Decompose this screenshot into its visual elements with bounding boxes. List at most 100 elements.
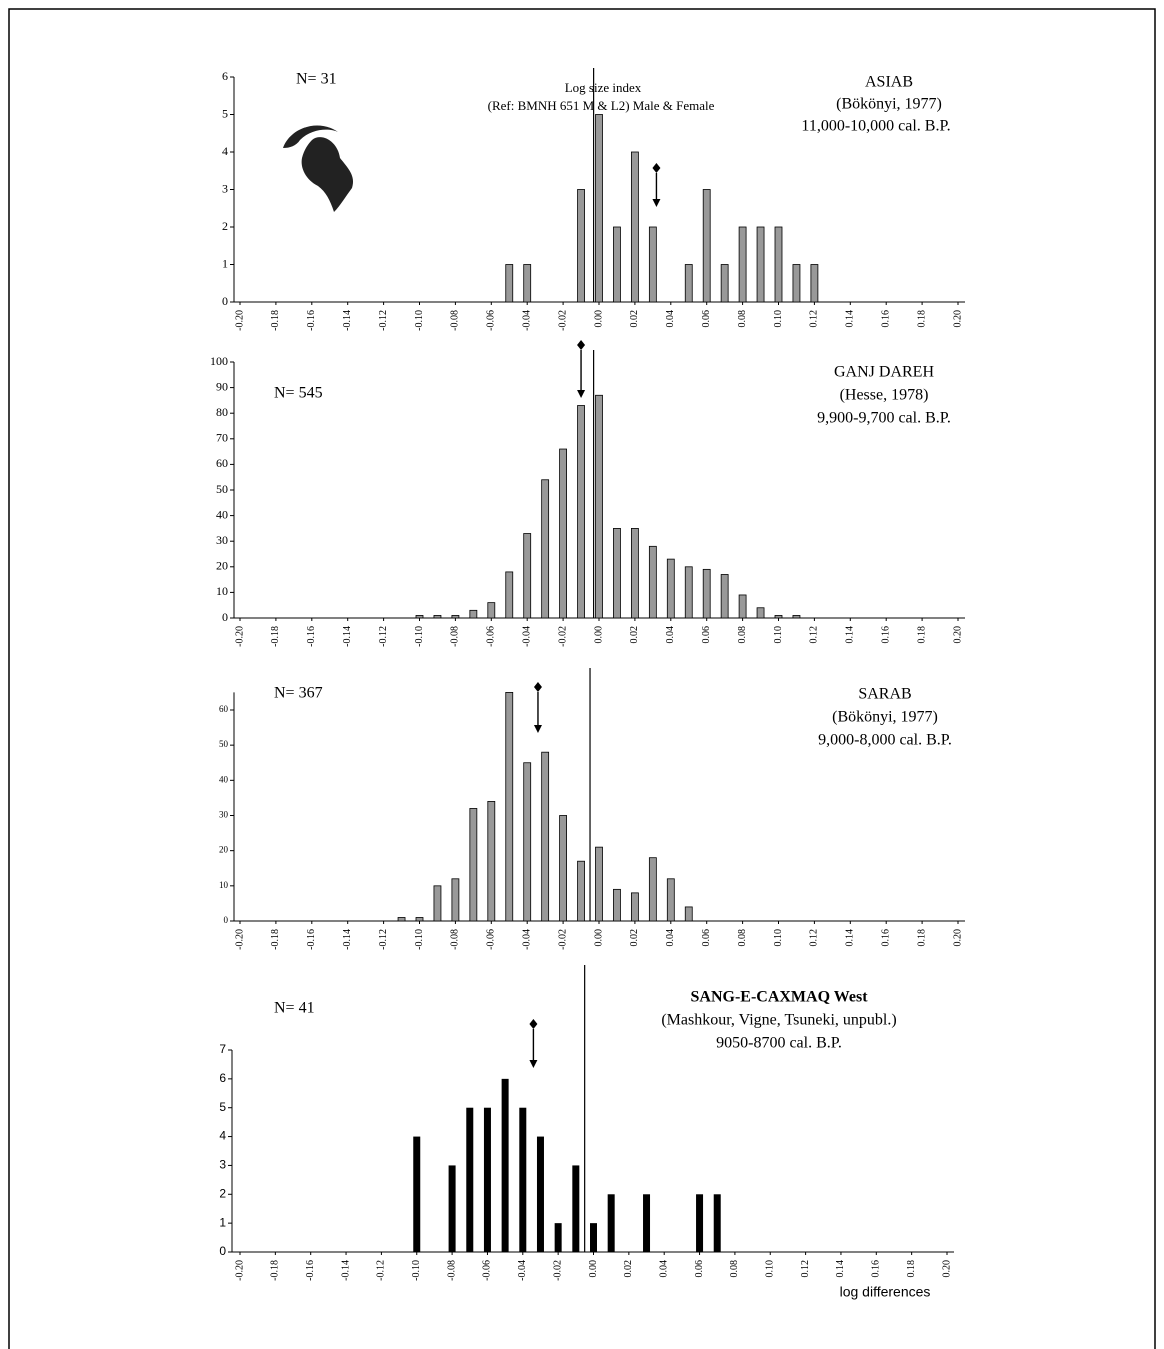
bar xyxy=(613,888,621,922)
y-tick-label: 60 xyxy=(219,704,229,714)
x-tick-label: 0.06 xyxy=(694,1260,705,1278)
x-tick-label: -0.02 xyxy=(557,626,568,647)
bar xyxy=(413,1136,421,1252)
bar xyxy=(648,857,657,922)
mean-arrowhead xyxy=(652,199,661,207)
x-tick-label: -0.08 xyxy=(450,626,461,647)
x-tick-label: 0.18 xyxy=(916,626,927,644)
bar xyxy=(433,885,442,922)
bar xyxy=(738,594,747,619)
bar xyxy=(451,878,460,922)
y-tick-label: 20 xyxy=(216,559,228,573)
x-tick-label: -0.16 xyxy=(306,626,317,647)
site-dates: 11,000-10,000 cal. B.P. xyxy=(801,118,950,135)
bar xyxy=(397,917,406,922)
x-tick-label: 0.06 xyxy=(701,626,712,644)
x-tick-label: 0.02 xyxy=(629,929,640,947)
x-tick-label: -0.08 xyxy=(446,1260,457,1281)
site-title: ASIAB xyxy=(865,74,913,91)
bar xyxy=(696,1194,704,1252)
x-tick-label: 0.12 xyxy=(809,929,820,947)
y-tick-label: 1 xyxy=(222,256,228,270)
x-tick-label: -0.14 xyxy=(342,310,353,331)
bar xyxy=(702,189,711,303)
site-dates: 9,900-9,700 cal. B.P. xyxy=(817,410,951,427)
mean-arrowhead xyxy=(533,725,542,733)
site-dates: 9050-8700 cal. B.P. xyxy=(716,1035,842,1052)
x-tick-label: -0.04 xyxy=(521,626,532,647)
x-tick-label: 0.02 xyxy=(629,626,640,644)
x-tick-label: 0.10 xyxy=(773,310,784,328)
bar xyxy=(541,479,550,619)
x-tick-label: 0.12 xyxy=(800,1260,811,1278)
x-tick-label: 0.20 xyxy=(952,929,963,947)
n-label: N= 545 xyxy=(274,385,323,402)
x-tick-label: 0.14 xyxy=(835,1260,846,1278)
x-tick-label: 0.20 xyxy=(952,310,963,328)
x-tick-label: 0.14 xyxy=(845,310,856,328)
x-tick-label: 0.14 xyxy=(845,626,856,644)
y-tick-label: 80 xyxy=(216,405,228,419)
bar xyxy=(523,264,532,303)
bar xyxy=(541,751,550,922)
x-tick-label: 0.06 xyxy=(701,310,712,328)
bar xyxy=(559,448,567,619)
bar xyxy=(607,1194,615,1252)
x-tick-label: -0.18 xyxy=(270,1260,281,1281)
page-border xyxy=(8,8,1156,1349)
bar xyxy=(469,609,478,619)
x-tick-label: -0.16 xyxy=(306,310,317,331)
x-tick-label: 0.16 xyxy=(880,310,891,328)
site-title: SARAB xyxy=(858,686,911,703)
x-tick-label: 0.02 xyxy=(629,310,640,328)
bar xyxy=(631,151,639,303)
bar xyxy=(595,394,603,619)
y-tick-label: 90 xyxy=(216,379,228,393)
x-tick-label: -0.16 xyxy=(306,929,317,950)
bar xyxy=(720,264,729,303)
y-tick-label: 10 xyxy=(216,584,228,598)
y-tick-label: 50 xyxy=(216,482,228,496)
x-tick-label: -0.06 xyxy=(486,626,497,647)
x-tick-label: -0.04 xyxy=(521,310,532,331)
x-tick-label: -0.02 xyxy=(557,929,568,950)
y-tick-label: 2 xyxy=(222,219,228,233)
x-tick-label: -0.20 xyxy=(234,310,245,331)
y-tick-label: 40 xyxy=(219,774,229,784)
bar xyxy=(756,226,765,303)
bar xyxy=(505,264,514,303)
x-tick-label: 0.00 xyxy=(593,929,604,947)
bar xyxy=(572,1165,580,1252)
x-tick-label: -0.20 xyxy=(234,1260,245,1281)
bar xyxy=(451,615,460,619)
y-tick-label: 5 xyxy=(222,106,228,120)
y-tick-label: 40 xyxy=(216,507,228,521)
bar xyxy=(684,264,693,303)
bar xyxy=(756,607,765,619)
y-tick-label: 4 xyxy=(222,144,228,158)
bar xyxy=(415,917,424,922)
n-label: N= 41 xyxy=(274,1000,315,1017)
x-tick-label: 0.08 xyxy=(737,626,748,644)
x-tick-label: -0.12 xyxy=(378,626,389,647)
bar xyxy=(559,815,567,922)
mean-marker xyxy=(652,163,661,173)
mean-marker xyxy=(529,1019,538,1029)
bar xyxy=(519,1107,527,1252)
y-tick-label: 70 xyxy=(216,431,228,445)
site-dates: 9,000-8,000 cal. B.P. xyxy=(818,732,952,749)
bar xyxy=(648,226,657,303)
y-tick-label: 100 xyxy=(210,354,228,368)
bar xyxy=(643,1194,651,1252)
x-tick-label: -0.14 xyxy=(342,929,353,950)
annotation: Log size index xyxy=(565,80,642,95)
bar xyxy=(433,615,442,619)
bar xyxy=(590,1223,597,1252)
x-axis-label: log differences xyxy=(840,1284,931,1300)
x-tick-label: -0.02 xyxy=(552,1260,563,1281)
bar xyxy=(631,892,639,922)
x-tick-label: 0.12 xyxy=(809,626,820,644)
bar xyxy=(720,574,729,619)
y-tick-label: 5 xyxy=(219,1100,226,1114)
x-tick-label: 0.10 xyxy=(765,1260,776,1278)
